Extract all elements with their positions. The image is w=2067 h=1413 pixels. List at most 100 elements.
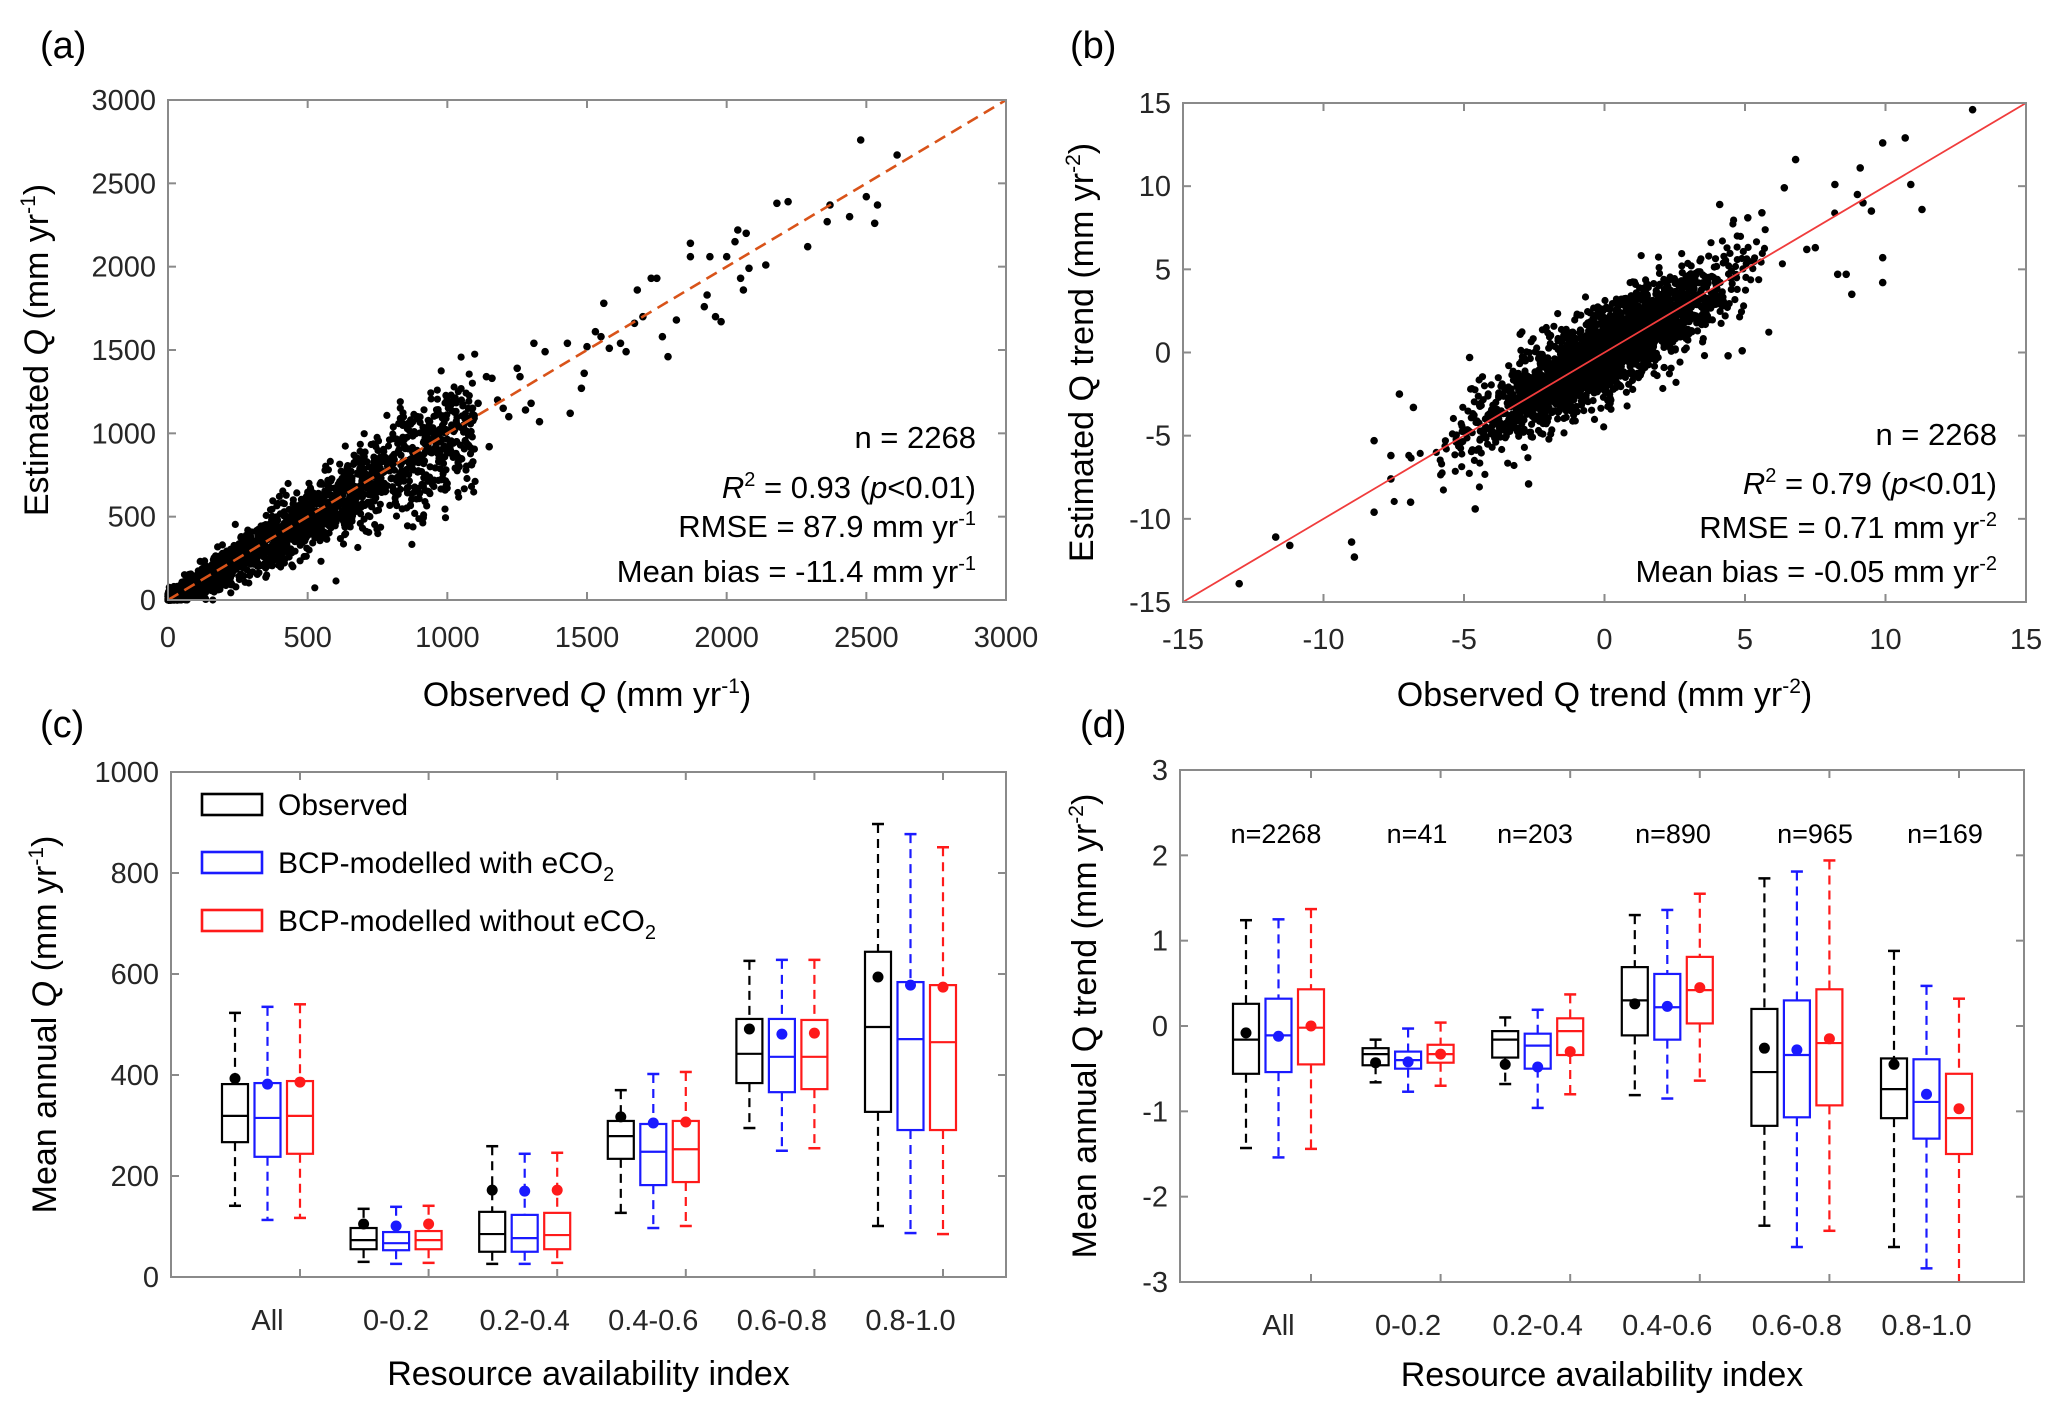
data-point bbox=[367, 491, 375, 499]
data-point bbox=[427, 395, 435, 403]
axis-title-variable: Q bbox=[18, 329, 56, 355]
data-point bbox=[1586, 386, 1594, 394]
data-point bbox=[1550, 407, 1558, 415]
data-point bbox=[1811, 243, 1820, 252]
y-axis-title: Estimated Q trend (mm yr-2) bbox=[1062, 143, 1101, 562]
data-point bbox=[1599, 307, 1607, 315]
stat-n: n = 2268 bbox=[1875, 417, 1997, 452]
data-point bbox=[1437, 471, 1445, 479]
data-point bbox=[1598, 356, 1606, 365]
data-point bbox=[244, 526, 252, 534]
data-point bbox=[513, 364, 521, 373]
data-point bbox=[1878, 139, 1887, 147]
data-point bbox=[1629, 385, 1637, 393]
data-point bbox=[1601, 319, 1610, 327]
data-point bbox=[392, 512, 401, 520]
data-point bbox=[1577, 376, 1585, 384]
box-All bbox=[285, 1003, 315, 1220]
box-mean-dot bbox=[519, 1185, 531, 1197]
data-point bbox=[214, 543, 222, 551]
box-iqr bbox=[220, 1082, 250, 1144]
data-point bbox=[419, 438, 427, 446]
data-point bbox=[1577, 333, 1585, 341]
data-point bbox=[1517, 346, 1525, 354]
data-point bbox=[1621, 373, 1629, 381]
data-point bbox=[1629, 278, 1637, 286]
data-point bbox=[420, 511, 428, 519]
data-point bbox=[1390, 497, 1398, 506]
data-point bbox=[409, 523, 417, 531]
box-0.8-1.0 bbox=[928, 845, 958, 1236]
data-point bbox=[240, 543, 248, 552]
box-mean-dot bbox=[776, 1028, 788, 1040]
data-point bbox=[1726, 249, 1734, 257]
data-point bbox=[1733, 243, 1741, 251]
box-iqr bbox=[543, 1211, 572, 1251]
data-point bbox=[1596, 339, 1604, 347]
data-point bbox=[210, 588, 218, 596]
box-mean-dot bbox=[486, 1184, 498, 1196]
data-point bbox=[1495, 392, 1503, 400]
data-point bbox=[1652, 335, 1660, 343]
data-point bbox=[1524, 480, 1533, 488]
data-point bbox=[305, 520, 313, 528]
data-point bbox=[451, 464, 459, 472]
data-point bbox=[706, 252, 714, 261]
box-All bbox=[1231, 918, 1261, 1150]
data-point bbox=[1687, 327, 1696, 335]
box-0.8-1.0 bbox=[863, 822, 893, 1228]
data-point bbox=[341, 442, 349, 450]
data-point bbox=[454, 458, 462, 466]
data-point bbox=[268, 547, 276, 555]
data-point bbox=[762, 261, 770, 269]
data-point bbox=[441, 486, 449, 494]
legend-label-text: BCP-modelled with eCO bbox=[278, 847, 603, 880]
data-point bbox=[1695, 279, 1703, 287]
x-category-label: 0.8-1.0 bbox=[1881, 1310, 1971, 1342]
axis-title-variable: Q bbox=[580, 676, 606, 714]
data-point bbox=[395, 420, 403, 428]
data-point bbox=[605, 344, 614, 353]
data-point bbox=[1867, 207, 1876, 215]
box-iqr bbox=[928, 984, 958, 1132]
data-point bbox=[591, 327, 600, 336]
y-tick-label: -2 bbox=[1142, 1182, 1168, 1214]
data-point bbox=[1584, 319, 1592, 327]
axis-title-sup: -2 bbox=[1062, 154, 1085, 173]
data-point bbox=[1614, 364, 1622, 372]
data-point bbox=[1500, 383, 1508, 391]
data-point bbox=[387, 475, 395, 483]
data-point bbox=[1742, 273, 1750, 281]
data-point bbox=[243, 566, 251, 574]
series-observed bbox=[220, 822, 893, 1266]
y-tick-label: 600 bbox=[111, 959, 159, 991]
data-point bbox=[1725, 262, 1733, 270]
box-mean-dot bbox=[680, 1116, 692, 1128]
data-point bbox=[686, 252, 695, 261]
data-point bbox=[441, 453, 449, 461]
data-point bbox=[1640, 294, 1649, 302]
data-point bbox=[354, 543, 362, 552]
data-point bbox=[474, 399, 482, 408]
panel-a: (a)0 500 1000 1500 2000 2500 30000500100015002… bbox=[17, 25, 1038, 714]
data-point bbox=[471, 350, 479, 358]
data-point bbox=[870, 219, 879, 228]
data-point bbox=[1618, 358, 1626, 366]
data-point bbox=[1705, 252, 1713, 260]
data-point bbox=[433, 386, 441, 394]
data-point bbox=[1534, 426, 1543, 435]
data-point bbox=[734, 226, 742, 234]
data-point bbox=[468, 379, 476, 387]
bias-unit-sup: -2 bbox=[1979, 553, 1997, 575]
box-mean-dot bbox=[872, 971, 884, 983]
data-point bbox=[1560, 391, 1568, 400]
stat-rmse: RMSE = 87.9 mm yr-1 bbox=[678, 508, 976, 544]
data-point bbox=[360, 430, 368, 438]
data-point bbox=[1694, 313, 1702, 321]
data-point bbox=[527, 399, 535, 408]
data-point bbox=[1520, 443, 1528, 451]
data-point bbox=[1484, 413, 1492, 421]
data-point bbox=[535, 417, 544, 426]
data-point bbox=[332, 577, 340, 585]
data-point bbox=[317, 557, 325, 565]
